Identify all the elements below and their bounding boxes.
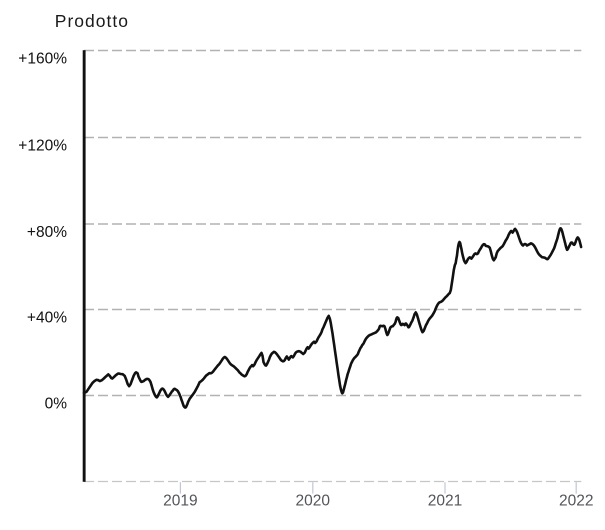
svg-text:2020: 2020 [296, 493, 331, 510]
svg-text:Prodotto: Prodotto [55, 11, 129, 31]
svg-text:+160%: +160% [18, 51, 67, 68]
svg-text:+40%: +40% [27, 310, 67, 327]
svg-text:+120%: +120% [18, 138, 67, 155]
svg-text:2022: 2022 [559, 493, 593, 510]
svg-text:2019: 2019 [163, 493, 197, 510]
svg-text:+80%: +80% [27, 224, 67, 241]
svg-text:2021: 2021 [428, 493, 462, 510]
svg-text:0%: 0% [45, 396, 68, 413]
